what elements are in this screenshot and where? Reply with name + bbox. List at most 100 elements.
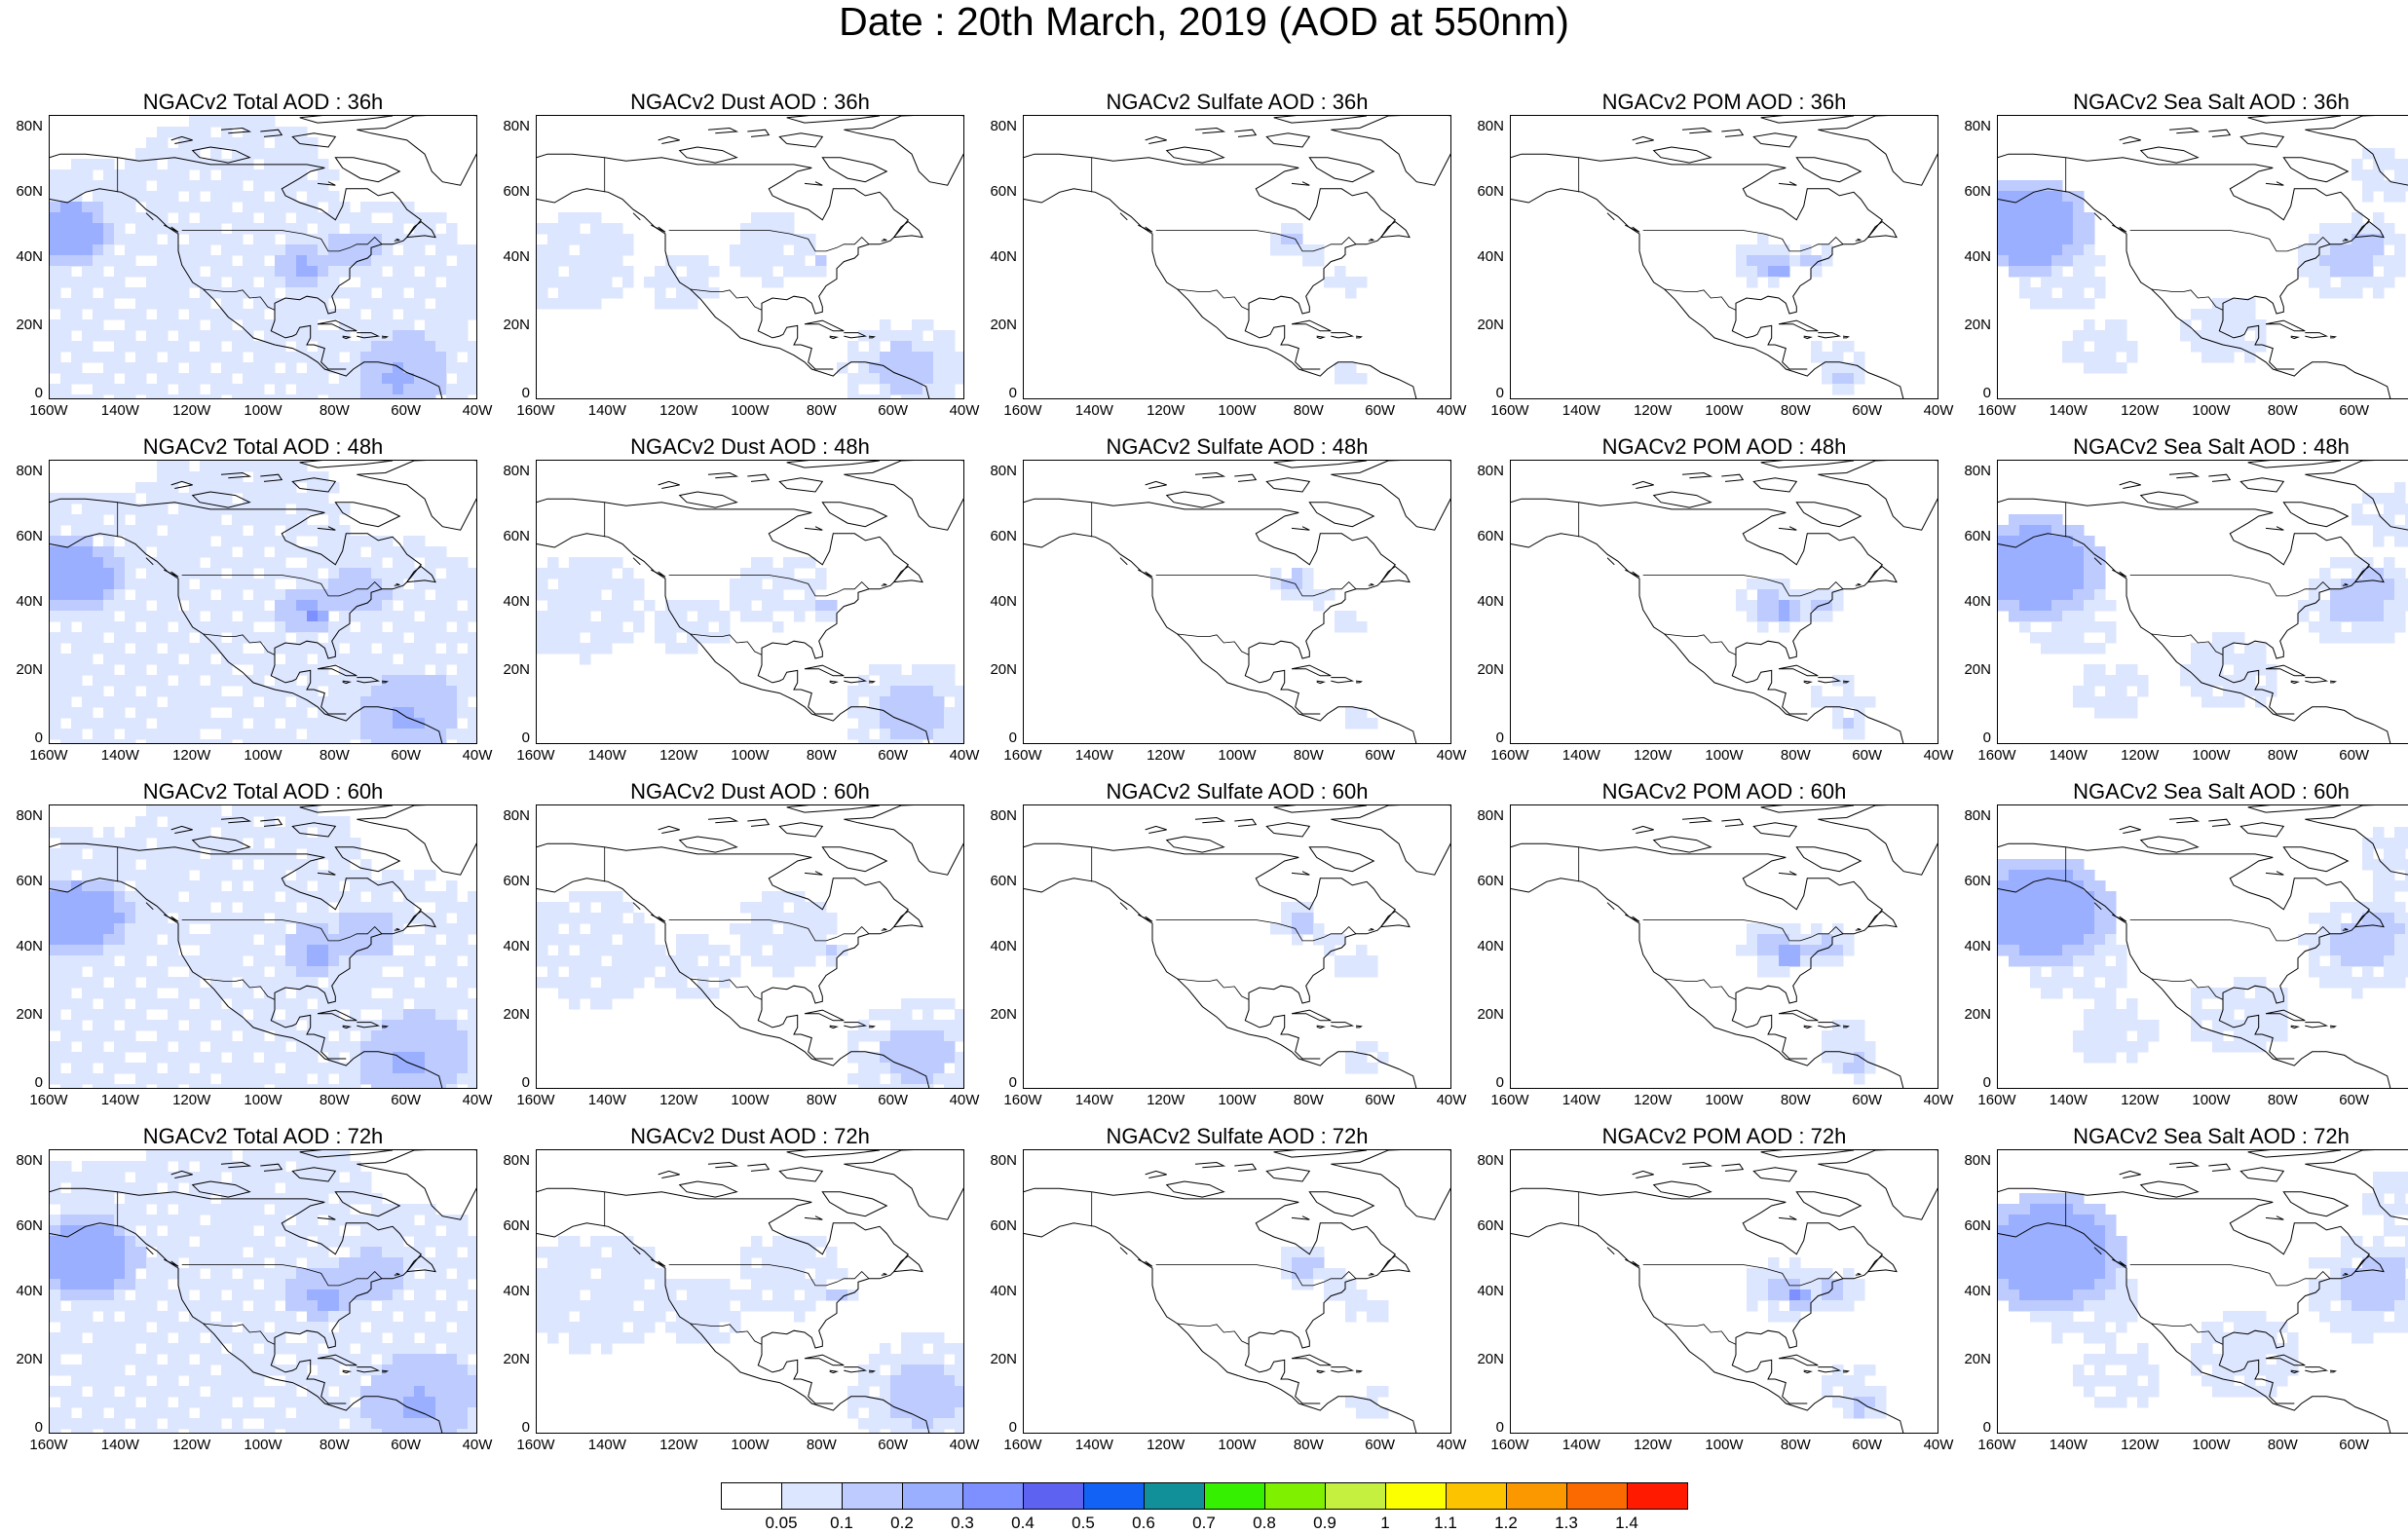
aod-cell <box>103 223 115 235</box>
aod-cell <box>708 611 720 622</box>
aod-cell <box>275 870 286 881</box>
aod-cell <box>2030 536 2042 547</box>
aod-cell <box>1768 255 1780 267</box>
aod-cell <box>157 870 169 881</box>
lon-tick-label: 120W <box>2116 1093 2164 1108</box>
lon-tick-label: 160W <box>24 748 73 764</box>
aod-cell <box>2255 330 2267 342</box>
aod-cell <box>425 287 436 299</box>
aod-cell <box>135 1257 147 1269</box>
coastline <box>1856 239 1862 241</box>
aod-cell <box>2212 632 2224 644</box>
aod-cell <box>2051 945 2063 956</box>
lon-tick-label: 40W <box>940 1093 989 1108</box>
aod-cell <box>350 977 361 989</box>
aod-cell <box>2223 654 2235 665</box>
aod-cell <box>2255 654 2267 665</box>
aod-cell <box>210 212 222 224</box>
aod-cell <box>114 643 126 654</box>
aod-cell <box>71 1030 83 1042</box>
aod-cell <box>243 579 254 590</box>
aod-cell <box>847 394 859 399</box>
aod-cell <box>114 600 126 612</box>
aod-cell <box>414 955 426 967</box>
aod-cell <box>168 707 179 719</box>
aod-cell <box>360 675 372 687</box>
aod-cell <box>1768 277 1780 288</box>
aod-cell <box>285 373 297 385</box>
lon-tick-label: 140W <box>583 748 631 764</box>
aod-cell <box>296 234 308 245</box>
aod-cell <box>328 923 340 935</box>
aod-cell <box>2094 675 2106 687</box>
aod-cell <box>114 1247 126 1258</box>
aod-cell <box>232 557 244 569</box>
aod-cell <box>1832 352 1844 363</box>
aod-cell <box>157 1322 169 1333</box>
aod-cell <box>135 1279 147 1290</box>
aod-cell <box>93 1322 104 1333</box>
aod-cell <box>189 202 201 213</box>
aod-cell <box>1757 923 1769 935</box>
aod-cell <box>125 739 136 744</box>
aod-cell <box>2394 600 2406 612</box>
aod-cell <box>50 1161 61 1173</box>
aod-cell <box>135 1063 147 1074</box>
aod-cell <box>622 611 634 622</box>
aod-cell <box>157 169 169 181</box>
aod-cell <box>200 1052 211 1064</box>
aod-cell <box>157 1084 169 1089</box>
aod-cell <box>168 654 179 665</box>
aod-cell <box>350 212 361 224</box>
aod-cell <box>446 934 458 946</box>
coastline <box>844 805 964 875</box>
panel-title: NGACv2 Dust AOD : 48h <box>536 434 964 460</box>
lon-tick-label: 80W <box>2258 403 2307 419</box>
aod-cell <box>296 664 308 676</box>
aod-cell <box>146 362 158 374</box>
aod-cell <box>82 632 94 644</box>
aod-cell <box>93 902 104 914</box>
aod-cell <box>2330 913 2342 924</box>
aod-cell <box>307 643 319 654</box>
aod-cell <box>243 1073 254 1085</box>
aod-cell <box>328 277 340 288</box>
aod-cell <box>168 244 179 256</box>
aod-cell <box>285 934 297 946</box>
aod-cell <box>221 1009 233 1021</box>
aod-cell <box>2137 675 2149 687</box>
aod-cell <box>805 913 816 924</box>
coastline <box>2112 225 2126 232</box>
aod-cell <box>114 934 126 946</box>
aod-cell <box>547 557 559 569</box>
aod-cell <box>2084 1052 2095 1064</box>
aod-cell <box>50 223 61 235</box>
aod-cell <box>189 137 201 149</box>
lon-tick-label: 40W <box>940 748 989 764</box>
aod-cell <box>2019 902 2031 914</box>
aod-cell <box>1998 870 2010 881</box>
aod-cell <box>103 579 115 590</box>
aod-cell <box>393 988 404 999</box>
aod-cell <box>665 643 677 654</box>
aod-cell <box>275 643 286 654</box>
aod-cell <box>414 309 426 320</box>
aod-cell <box>135 1073 147 1085</box>
aod-cell <box>425 934 436 946</box>
aod-cell <box>2223 643 2235 654</box>
aod-cell <box>60 902 72 914</box>
aod-cell <box>955 739 964 744</box>
aod-cell <box>468 707 477 719</box>
aod-cell <box>350 309 361 320</box>
aod-cell <box>2084 244 2095 256</box>
aod-cell <box>125 1063 136 1074</box>
aod-cell <box>393 384 404 395</box>
aod-cell <box>2362 945 2374 956</box>
aod-cell <box>82 169 94 181</box>
aod-cell <box>360 1030 372 1042</box>
aod-cell <box>50 1073 61 1085</box>
aod-cell <box>103 1429 115 1434</box>
lon-tick-label: 160W <box>511 748 560 764</box>
coastline <box>2305 1023 2326 1028</box>
